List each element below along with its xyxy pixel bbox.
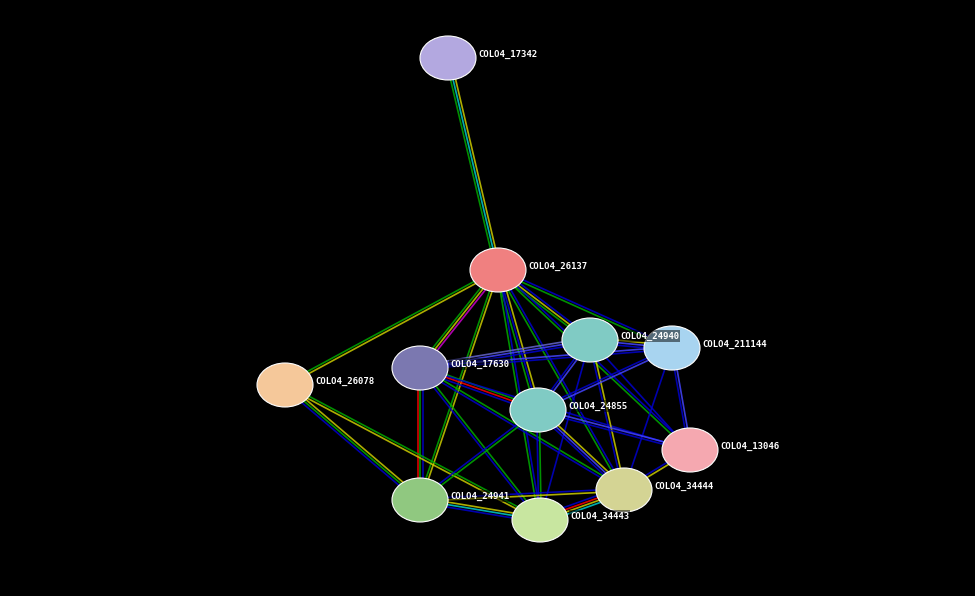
Ellipse shape [512,498,568,542]
Ellipse shape [562,318,618,362]
Text: COLO4_13046: COLO4_13046 [720,442,779,451]
Ellipse shape [644,326,700,370]
Text: COLO4_24940: COLO4_24940 [620,331,680,340]
Text: COLO4_34443: COLO4_34443 [570,511,629,520]
Ellipse shape [662,428,718,472]
Ellipse shape [510,388,566,432]
Text: COLO4_24855: COLO4_24855 [568,402,627,411]
Ellipse shape [420,36,476,80]
Text: COLO4_26137: COLO4_26137 [528,262,587,271]
Text: COLO4_34444: COLO4_34444 [654,482,713,491]
Ellipse shape [392,478,448,522]
Ellipse shape [392,346,448,390]
Ellipse shape [470,248,526,292]
Text: COLO4_17342: COLO4_17342 [478,49,537,58]
Text: COLO4_26078: COLO4_26078 [315,377,374,386]
Text: COLO4_211144: COLO4_211144 [702,340,766,349]
Text: COLO4_24941: COLO4_24941 [450,492,509,501]
Ellipse shape [596,468,652,512]
Text: COLO4_17630: COLO4_17630 [450,359,509,368]
Ellipse shape [257,363,313,407]
